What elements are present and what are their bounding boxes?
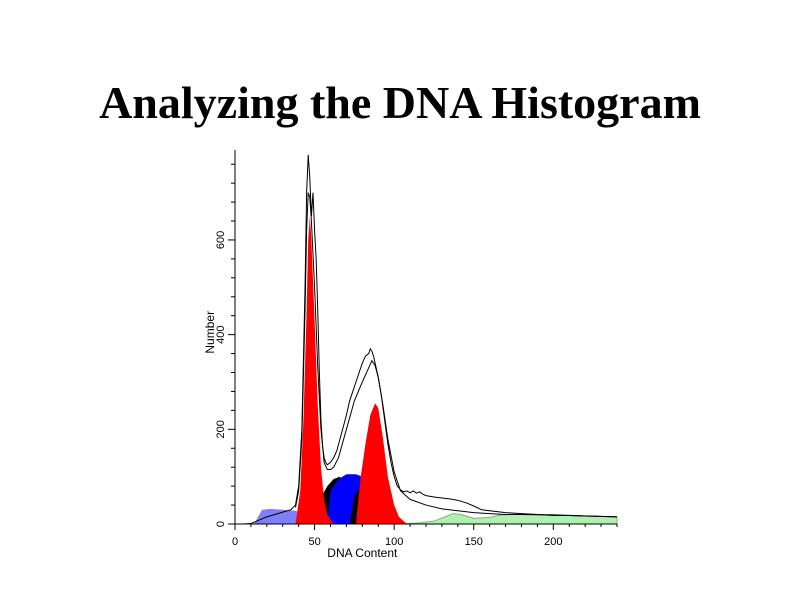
x-axis: 0 50 100 150 200 bbox=[232, 523, 618, 548]
histogram-lines bbox=[235, 154, 618, 525]
y-tick-label: 400 bbox=[215, 325, 227, 343]
component-areas bbox=[254, 216, 618, 525]
slide-title: Analyzing the DNA Histogram bbox=[99, 77, 701, 128]
x-tick-label: 150 bbox=[465, 536, 483, 548]
x-tick-label: 100 bbox=[385, 536, 403, 548]
area-aggregates bbox=[394, 513, 618, 525]
x-tick-label: 0 bbox=[232, 536, 238, 548]
y-axis: 0 200 400 600 bbox=[215, 150, 236, 527]
x-axis-title: DNA Content bbox=[327, 546, 398, 560]
x-tick-label: 50 bbox=[308, 536, 320, 548]
model-fit-line bbox=[294, 192, 618, 518]
x-tick-label: 200 bbox=[544, 536, 562, 548]
area-g2-peak bbox=[355, 403, 407, 524]
y-tick-label: 0 bbox=[215, 521, 227, 527]
raw-data-line bbox=[235, 154, 618, 525]
area-g1-peak bbox=[295, 216, 334, 524]
y-axis-title: Number bbox=[203, 311, 217, 354]
y-tick-label: 200 bbox=[215, 420, 227, 438]
y-tick-label: 600 bbox=[215, 231, 227, 249]
